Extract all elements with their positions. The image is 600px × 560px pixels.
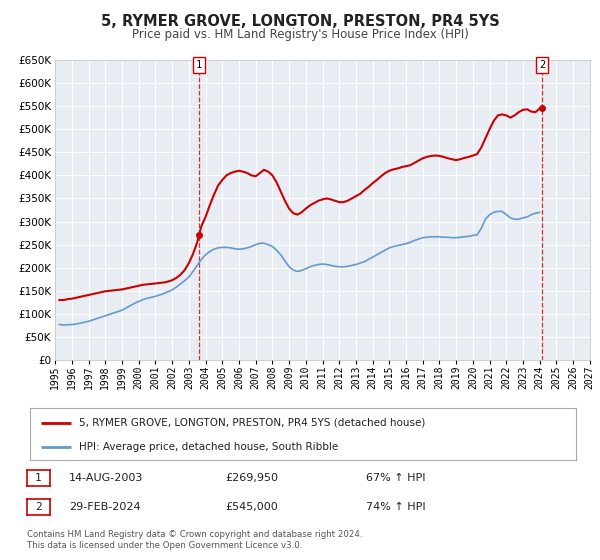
Text: 29-FEB-2024: 29-FEB-2024 [69,502,140,512]
Text: 5, RYMER GROVE, LONGTON, PRESTON, PR4 5YS (detached house): 5, RYMER GROVE, LONGTON, PRESTON, PR4 5Y… [79,418,425,428]
Text: 2: 2 [35,502,42,512]
Text: HPI: Average price, detached house, South Ribble: HPI: Average price, detached house, Sout… [79,442,338,452]
Text: 1: 1 [35,473,42,483]
Text: 67% ↑ HPI: 67% ↑ HPI [366,473,425,483]
Text: 74% ↑ HPI: 74% ↑ HPI [366,502,425,512]
Text: Price paid vs. HM Land Registry's House Price Index (HPI): Price paid vs. HM Land Registry's House … [131,28,469,41]
Text: Contains HM Land Registry data © Crown copyright and database right 2024.: Contains HM Land Registry data © Crown c… [27,530,362,539]
Text: £269,950: £269,950 [225,473,278,483]
Text: This data is licensed under the Open Government Licence v3.0.: This data is licensed under the Open Gov… [27,541,302,550]
Text: £545,000: £545,000 [225,502,278,512]
Text: 2: 2 [539,60,545,70]
Text: 14-AUG-2003: 14-AUG-2003 [69,473,143,483]
Text: 1: 1 [196,60,202,70]
Text: 5, RYMER GROVE, LONGTON, PRESTON, PR4 5YS: 5, RYMER GROVE, LONGTON, PRESTON, PR4 5Y… [101,14,499,29]
